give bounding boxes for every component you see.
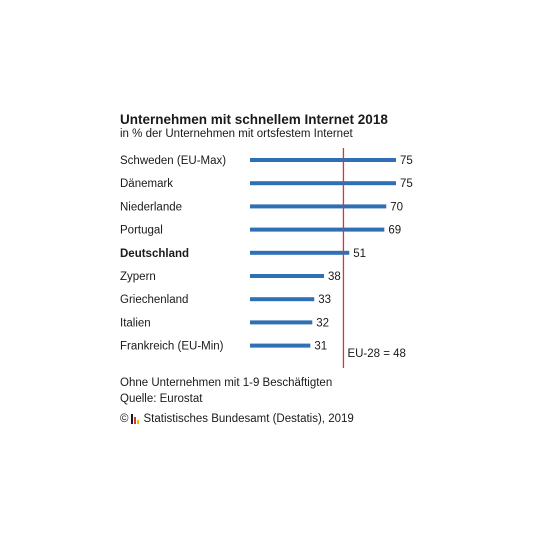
- bar: [250, 158, 396, 162]
- bar: [250, 297, 315, 302]
- category-label: Dänemark: [120, 178, 173, 190]
- bar: [250, 181, 396, 186]
- chart-subtitle: in % der Unternehmen mit ortsfestem Inte…: [120, 128, 353, 140]
- value-label: 75: [400, 178, 413, 190]
- category-label: Frankreich (EU-Min): [120, 341, 224, 353]
- reference-label: EU-28 = 48: [347, 348, 406, 360]
- value-label: 33: [318, 294, 331, 306]
- category-label: Niederlande: [120, 201, 182, 213]
- value-label: 75: [400, 155, 413, 167]
- category-label: Deutschland: [120, 248, 189, 260]
- bar: [250, 274, 324, 278]
- chart-title: Unternehmen mit schnellem Internet 2018: [120, 112, 388, 127]
- footnote: Ohne Unternehmen mit 1-9 Beschäftigten: [120, 377, 333, 389]
- value-label: 51: [353, 248, 366, 260]
- value-label: 31: [314, 341, 327, 353]
- bar: [250, 227, 385, 232]
- copyright-symbol: ©: [120, 413, 129, 425]
- value-label: 32: [316, 317, 329, 329]
- category-label: Schweden (EU-Max): [120, 155, 226, 167]
- bar: [250, 250, 350, 255]
- value-label: 69: [388, 225, 401, 237]
- source-note: Quelle: Eurostat: [120, 393, 203, 405]
- value-label: 38: [328, 271, 341, 283]
- bar: [250, 320, 313, 325]
- category-label: Italien: [120, 317, 151, 329]
- category-label: Portugal: [120, 225, 163, 237]
- category-label: Zypern: [120, 271, 156, 283]
- destatis-logo-icon: [131, 414, 140, 424]
- bar: [250, 204, 387, 209]
- category-label: Griechenland: [120, 294, 188, 306]
- bar: [250, 343, 311, 348]
- value-label: 70: [390, 201, 403, 213]
- copyright-line: © Statistisches Bundesamt (Destatis), 20…: [120, 413, 354, 425]
- publisher-text: Statistisches Bundesamt (Destatis), 2019: [143, 413, 354, 425]
